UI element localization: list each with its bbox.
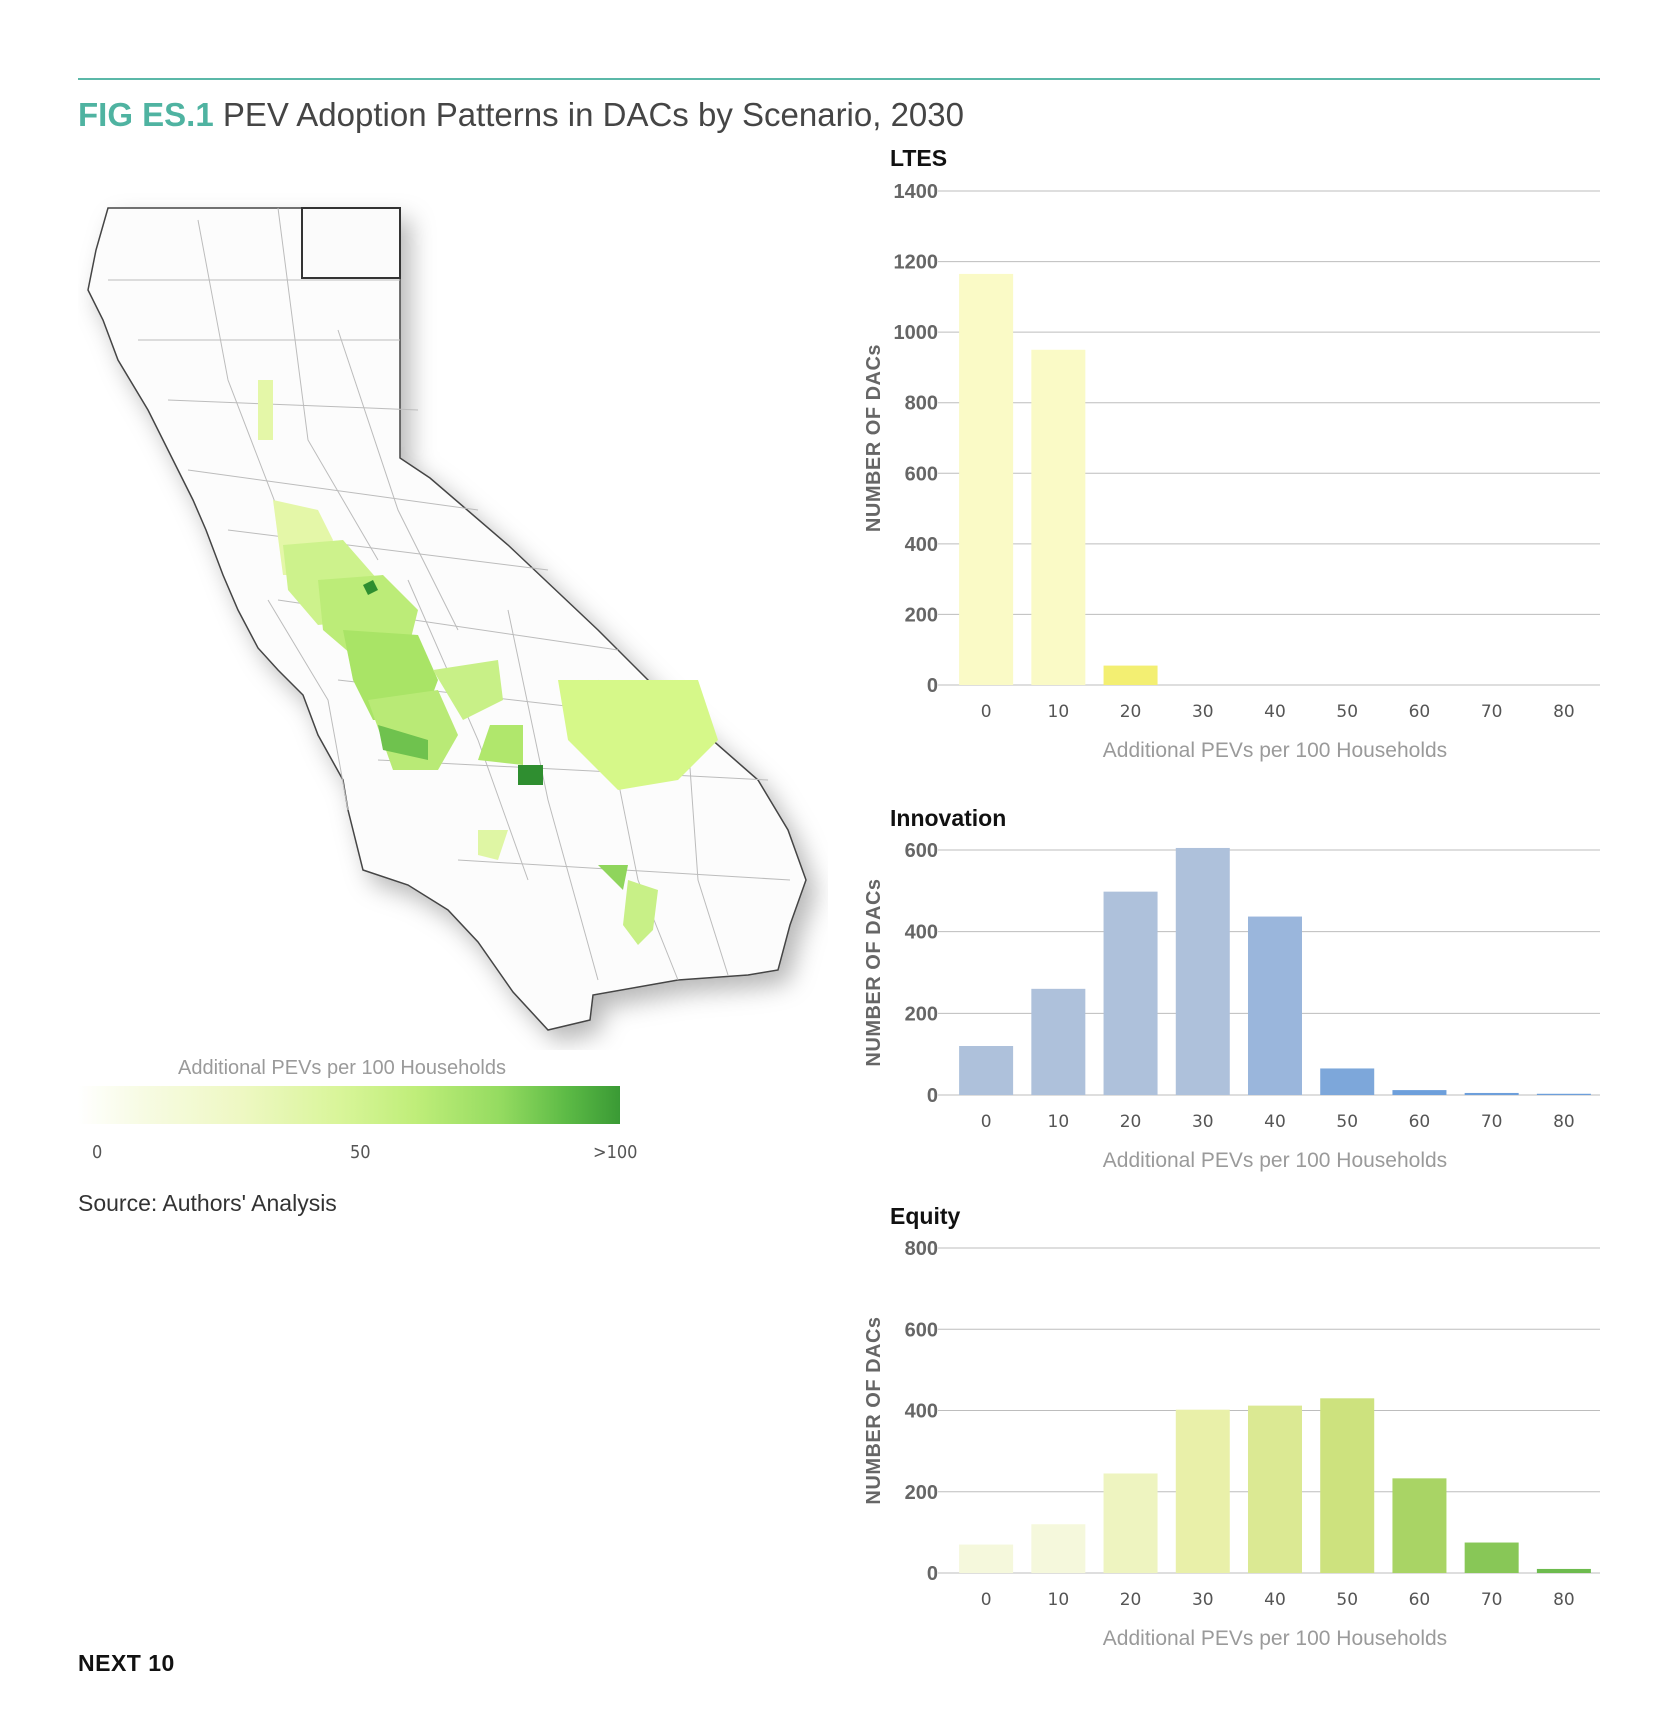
x-tick-label: 60 [1409, 702, 1431, 722]
bar-10 [1031, 988, 1086, 1095]
x-tick-label: 10 [1048, 1590, 1070, 1610]
chart-title-equity: Equity [890, 1203, 961, 1229]
bar-30 [1175, 1409, 1230, 1573]
bar-0 [959, 1544, 1014, 1573]
bar-0 [959, 1046, 1014, 1095]
x-tick-label: 20 [1120, 1112, 1142, 1132]
bar-50 [1320, 1068, 1375, 1095]
x-tick-label: 50 [1336, 1112, 1358, 1132]
x-tick-label: 20 [1120, 1590, 1142, 1610]
figure-title-text: PEV Adoption Patterns in DACs by Scenari… [222, 96, 964, 133]
y-tick-label: 1400 [894, 181, 939, 203]
california-map [78, 180, 828, 1050]
bar-20 [1103, 891, 1158, 1095]
x-tick-label: 80 [1553, 702, 1575, 722]
y-tick-label: 600 [905, 840, 938, 862]
chart-ltes-svg: 0 200 400 600 800 1000 1200 1400 0 10 20 30 40 50 60 70… [863, 181, 1600, 762]
chart-equity: Equity 0 200 400 600 800 0 10 20 30 40 50 60 70 80 Add… [850, 1203, 1610, 1663]
map-inset-box [301, 207, 401, 279]
x-tick-label: 40 [1264, 702, 1286, 722]
x-axis-label: Additional PEVs per 100 Households [1103, 1627, 1447, 1650]
y-tick-label: 1200 [894, 252, 939, 274]
y-tick-label: 800 [905, 393, 938, 415]
bar-40 [1248, 916, 1302, 1095]
x-axis-label: Additional PEVs per 100 Households [1103, 1149, 1447, 1172]
chart-title-ltes: LTES [890, 145, 948, 171]
bar-10 [1031, 349, 1086, 685]
x-tick-label: 0 [981, 1112, 992, 1132]
bar-20 [1103, 665, 1158, 685]
bar-50 [1320, 1398, 1375, 1573]
y-tick-label: 200 [905, 1482, 938, 1504]
map-legend-tick-50: 50 [350, 1142, 371, 1163]
map-legend-color-bar [78, 1086, 620, 1124]
bar-40 [1248, 1405, 1302, 1573]
x-tick-label: 80 [1553, 1590, 1575, 1610]
california-map-svg [87, 207, 807, 1031]
chart-title-innovation: Innovation [890, 805, 1007, 831]
y-tick-label: 400 [905, 1401, 938, 1423]
header-rule [78, 78, 1600, 80]
y-tick-label: 0 [927, 675, 938, 697]
y-tick-label: 0 [927, 1563, 938, 1585]
x-tick-label: 0 [981, 702, 992, 722]
x-tick-label: 80 [1553, 1112, 1575, 1132]
chart-innovation: Innovation 0 200 400 600 0 10 20 30 40 50 60 70 80 Ad… [850, 805, 1610, 1172]
figure-number: FIG ES.1 [78, 96, 214, 133]
x-tick-label: 70 [1481, 702, 1503, 722]
y-tick-label: 400 [905, 922, 938, 944]
bar-30 [1175, 847, 1230, 1095]
bar-70 [1464, 1542, 1519, 1573]
y-tick-label: 200 [905, 604, 938, 626]
bar-20 [1103, 1473, 1158, 1573]
bar-80 [1536, 1093, 1591, 1095]
y-axis-label: NUMBER OF DACs [863, 344, 885, 532]
y-tick-label: 600 [905, 1319, 938, 1341]
y-axis-label: NUMBER OF DACs [863, 1316, 885, 1504]
map-legend-title: Additional PEVs per 100 Households [178, 1057, 506, 1079]
x-tick-label: 70 [1481, 1590, 1503, 1610]
x-axis-label: Additional PEVs per 100 Households [1103, 739, 1447, 762]
x-tick-label: 40 [1264, 1112, 1286, 1132]
map-legend-tick-100: >100 [593, 1142, 638, 1163]
x-tick-label: 60 [1409, 1112, 1431, 1132]
x-tick-label: 0 [981, 1590, 992, 1610]
x-tick-label: 20 [1120, 702, 1142, 722]
chart-equity-svg: 0 200 400 600 800 0 10 20 30 40 50 60 70 80 Additional… [863, 1238, 1600, 1650]
x-tick-label: 70 [1481, 1112, 1503, 1132]
x-tick-label: 10 [1048, 702, 1070, 722]
bar-10 [1031, 1524, 1086, 1573]
x-tick-label: 10 [1048, 1112, 1070, 1132]
y-tick-label: 800 [905, 1238, 938, 1260]
x-tick-label: 40 [1264, 1590, 1286, 1610]
x-tick-label: 30 [1192, 1112, 1214, 1132]
bar-70 [1464, 1092, 1519, 1095]
y-tick-label: 400 [905, 534, 938, 556]
x-tick-label: 30 [1192, 1590, 1214, 1610]
x-tick-label: 60 [1409, 1590, 1431, 1610]
x-tick-label: 50 [1336, 702, 1358, 722]
dac-regions [258, 380, 718, 945]
y-axis-label: NUMBER OF DACs [863, 878, 885, 1066]
bar-60 [1392, 1478, 1447, 1573]
chart-ltes: LTES 0 200 400 600 800 1000 1200 1400 0 10 20 30 40 5… [850, 145, 1610, 765]
y-tick-label: 200 [905, 1003, 938, 1025]
bar-0 [959, 273, 1014, 685]
bar-60 [1392, 1090, 1447, 1095]
bar-80 [1536, 1568, 1591, 1573]
source-note: Source: Authors' Analysis [78, 1190, 337, 1216]
y-tick-label: 600 [905, 463, 938, 485]
figure-title: FIG ES.1 PEV Adoption Patterns in DACs b… [78, 96, 964, 134]
footer-brand: NEXT 10 [78, 1650, 175, 1676]
y-tick-label: 0 [927, 1085, 938, 1107]
x-tick-label: 50 [1336, 1590, 1358, 1610]
x-tick-label: 30 [1192, 702, 1214, 722]
map-legend-tick-0: 0 [92, 1142, 103, 1163]
state-outline [87, 207, 807, 1031]
y-tick-label: 1000 [894, 322, 939, 344]
chart-innovation-svg: 0 200 400 600 0 10 20 30 40 50 60 70 80 Additional PE… [863, 840, 1600, 1172]
